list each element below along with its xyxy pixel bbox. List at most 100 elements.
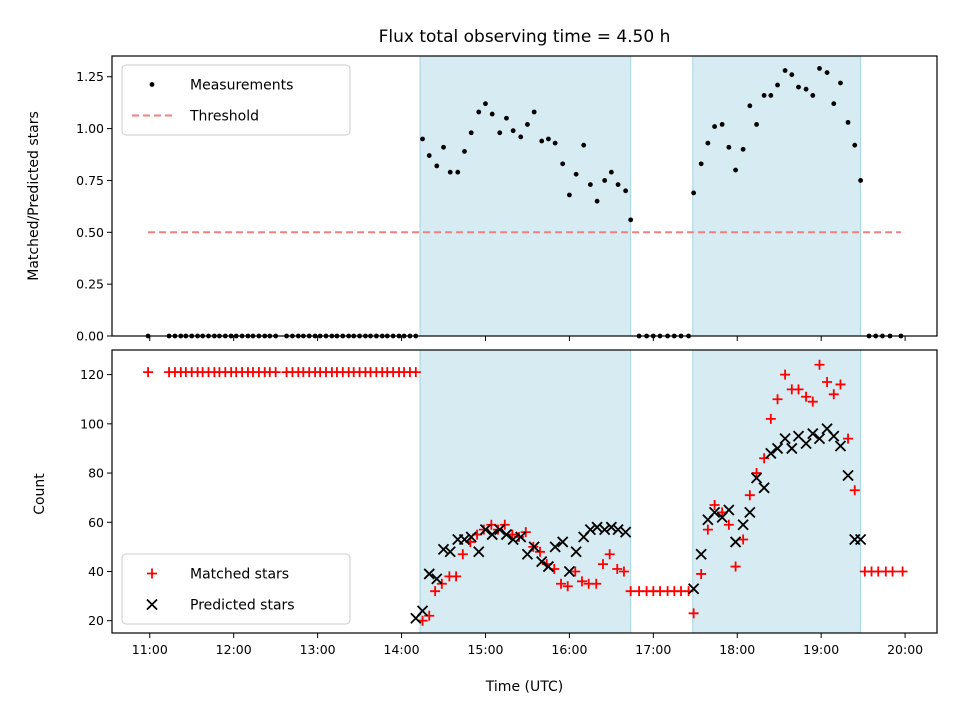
top-measurement-point: [546, 136, 551, 142]
bottom-predicted-star-marker: [542, 560, 555, 573]
bottom-matched-star-marker: [702, 524, 713, 535]
bottom-predicted-star-marker: [765, 447, 777, 459]
bottom-predicted-star-marker: [723, 504, 735, 516]
bottom-predicted-star-marker: [444, 546, 456, 558]
bottom-matched-star-marker: [843, 433, 854, 444]
top-measurement-point: [602, 178, 608, 183]
top-measurement-point: [531, 109, 537, 115]
bottom-matched-star-marker: [570, 566, 581, 577]
top-measurement-point: [539, 138, 545, 144]
bottom-x-tick-label: 18:00: [719, 642, 755, 657]
bottom-predicted-star-marker: [479, 524, 492, 536]
bottom-matched-star-marker: [430, 586, 441, 597]
top-legend-box: [121, 64, 351, 136]
bottom-matched-star-marker: [897, 566, 908, 577]
bottom-y-tick-label: 40: [88, 564, 104, 579]
bottom-predicted-star-marker: [854, 533, 867, 546]
bottom-y-tick-label: 20: [88, 613, 104, 628]
top-measurement-point: [845, 119, 851, 125]
bottom-predicted-star-marker: [771, 442, 784, 455]
bottom-predicted-star-marker: [473, 546, 485, 558]
bottom-predicted-star-marker: [563, 565, 576, 578]
bottom-predicted-star-marker: [528, 541, 540, 553]
bottom-matched-star-marker: [424, 610, 435, 621]
top-measurement-point: [789, 72, 795, 78]
top-legend-label: Measurements: [190, 78, 293, 94]
bottom-predicted-star-marker: [737, 519, 749, 531]
top-measurement-point: [782, 68, 788, 73]
top-measurement-point: [761, 93, 767, 98]
top-measurement-point: [775, 82, 780, 88]
bottom-matched-star-marker: [828, 389, 839, 400]
top-legend-marker-measurements: [149, 82, 155, 87]
top-measurement-point: [698, 161, 704, 167]
bottom-predicted-star-marker: [500, 528, 513, 541]
bottom-y-axis-label: Count: [32, 473, 48, 515]
bottom-matched-star-marker: [556, 578, 567, 589]
bottom-predicted-star-marker: [619, 526, 632, 538]
bottom-x-tick-label: 19:00: [803, 642, 839, 657]
top-measurement-point: [434, 163, 440, 169]
top-measurement-point: [587, 182, 593, 187]
top-measurement-point: [504, 115, 509, 121]
bottom-predicted-star-marker: [557, 536, 569, 548]
bottom-matched-star-marker: [562, 581, 573, 592]
bottom-predicted-star-marker: [779, 432, 791, 445]
top-measurement-point: [817, 66, 822, 71]
bottom-predicted-star-marker: [708, 506, 721, 519]
bottom-axes-frame: [111, 349, 938, 634]
top-measurement-point: [719, 122, 725, 127]
bottom-matched-star-marker: [751, 468, 762, 479]
bottom-predicted-star-marker: [605, 521, 618, 533]
top-measurement-point: [628, 217, 634, 223]
top-measurement-point: [623, 188, 629, 194]
bottom-y-tick-label: 80: [88, 466, 104, 481]
top-measurement-point: [567, 192, 572, 198]
top-measurement-point: [518, 134, 524, 140]
bottom-matched-star-marker: [410, 367, 421, 378]
bottom-predicted-star-marker: [758, 482, 770, 494]
bottom-predicted-star-marker: [834, 440, 847, 452]
bottom-matched-star-marker: [738, 534, 749, 545]
bottom-predicted-star-marker: [536, 555, 548, 568]
bottom-predicted-star-marker: [507, 533, 519, 546]
bottom-x-tick-label: 16:00: [551, 642, 587, 657]
top-measurement-point: [489, 111, 495, 117]
bottom-predicted-star-marker: [584, 524, 597, 536]
top-measurement-point: [831, 101, 837, 107]
bottom-shaded-band: [692, 350, 861, 633]
top-measurement-point: [476, 109, 482, 115]
bottom-legend-box: [121, 553, 351, 625]
bottom-predicted-star-marker: [515, 531, 527, 543]
top-measurement-point: [608, 169, 614, 175]
top-measurement-point: [705, 140, 711, 146]
bottom-matched-star-marker: [814, 359, 825, 370]
bottom-predicted-star-marker: [549, 541, 561, 553]
top-y-tick-label: 0.50: [76, 225, 104, 240]
bottom-predicted-star-marker: [591, 521, 603, 533]
top-measurement-point: [581, 142, 587, 148]
bottom-predicted-star-marker: [828, 430, 840, 442]
bottom-matched-star-marker: [696, 568, 707, 579]
top-measurement-point: [426, 153, 432, 158]
top-measurement-point: [573, 171, 579, 177]
top-measurement-point: [420, 136, 425, 142]
bottom-matched-star-marker: [849, 485, 860, 496]
bottom-y-tick-label: 120: [80, 367, 104, 382]
top-panel: 0.00 0.25 0.50 0.75 1.00 1.25 Measurements Thre…: [76, 55, 938, 344]
bottom-y-tick-label: 100: [80, 416, 104, 431]
bottom-matched-star-marker: [618, 566, 629, 577]
bottom-matched-star-marker: [793, 384, 804, 395]
top-measurement-point: [560, 161, 566, 167]
bottom-matched-star-marker: [780, 369, 791, 380]
bottom-legend-marker-matched: [147, 568, 157, 579]
top-measurement-point: [525, 122, 530, 127]
bottom-legend-label: Predicted stars: [190, 598, 295, 614]
bottom-matched-star-marker: [535, 546, 546, 557]
bottom-predicted-star-marker: [786, 442, 798, 455]
top-measurement-point: [712, 124, 717, 129]
top-measurement-point: [483, 101, 488, 107]
bottom-matched-star-marker: [625, 586, 636, 597]
bottom-matched-star-marker: [759, 453, 770, 464]
top-measurement-point: [726, 144, 732, 150]
